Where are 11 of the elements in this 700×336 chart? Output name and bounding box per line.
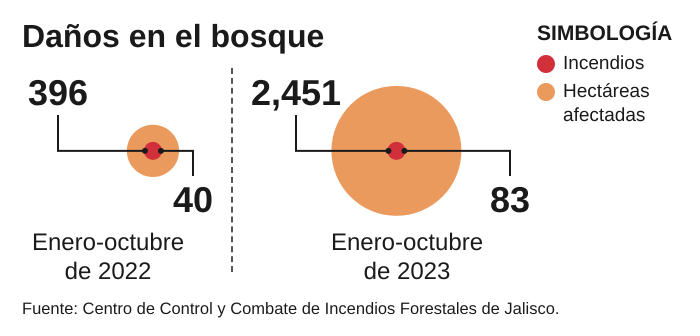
source-note: Fuente: Centro de Control y Combate de Incendios Forestales de Jalisco. [22, 300, 560, 319]
category-label: Enero-octubre de 2023 [330, 228, 484, 286]
category-label: Enero-octubre de 2022 [30, 228, 186, 286]
data-label: 40 [172, 179, 213, 220]
legend-label: Incendios [563, 52, 646, 76]
data-label: 83 [490, 179, 530, 220]
legend-label: Hectáreas afectadas [563, 80, 651, 128]
text: Daños en el bosque [22, 18, 324, 55]
data-label: 396 [28, 72, 88, 113]
legend-title: SIMBOLOGÍA [537, 22, 674, 46]
data-label: 2,451 [250, 72, 342, 113]
